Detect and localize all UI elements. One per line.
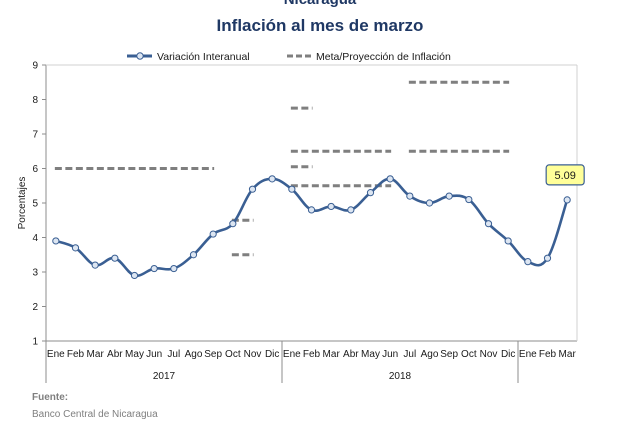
data-point: [111, 254, 119, 262]
x-tick-label: Nov: [480, 349, 498, 360]
y-tick-label: 3: [32, 268, 38, 279]
y-axis-label: Porcentajes: [17, 177, 28, 230]
x-tick-label: Ene: [47, 349, 65, 360]
data-point: [209, 230, 217, 238]
x-tick-label: Sep: [440, 349, 458, 360]
data-point: [543, 254, 552, 262]
data-point: [130, 271, 139, 280]
data-point: [307, 206, 316, 214]
data-point: [524, 258, 532, 266]
x-tick-label: Dic: [501, 349, 515, 360]
x-tick-label: Nov: [244, 349, 262, 360]
y-tick-label: 4: [32, 233, 38, 244]
data-point: [504, 237, 512, 245]
x-axis: Ene Feb Mar Abr May Jun Jul Ago Sep Oct Nov Dic Ene F…: [45, 341, 577, 383]
y-tick-label: 5: [32, 199, 38, 210]
x-tick-label: Feb: [303, 349, 321, 360]
data-point: [248, 185, 257, 193]
x-tick-label: Sep: [204, 349, 222, 360]
x-tick-label: Mar: [323, 349, 341, 360]
x-tick-label: Jul: [167, 349, 180, 360]
y-tick-label: 8: [32, 95, 38, 106]
x-tick-label: Ago: [185, 349, 203, 360]
x-tick-label: Mar: [87, 349, 105, 360]
y-tick-label: 6: [32, 164, 38, 175]
data-point: [327, 202, 335, 211]
data-point: [288, 185, 296, 193]
year-label: 2018: [389, 371, 412, 382]
x-tick-label: Jun: [382, 349, 398, 360]
y-tick-label: 7: [32, 130, 38, 141]
y-tick-label: 9: [32, 61, 38, 72]
legend-label-meta: Meta/Proyección de Inflación: [316, 51, 451, 63]
data-point: [366, 189, 375, 197]
data-point: [425, 199, 434, 207]
data-point: [170, 264, 178, 273]
y-tick-label: 2: [32, 302, 38, 313]
callout-value: 5.09: [554, 170, 575, 182]
meta-segments: [54, 80, 510, 257]
x-tick-label: Jul: [403, 349, 416, 360]
callout-box: [545, 164, 585, 186]
x-tick-label: Mar: [559, 349, 577, 360]
x-tick-label: Oct: [225, 349, 241, 360]
axes: 1 2 3 4 5 6 7 8 9: [32, 61, 578, 348]
data-point: [406, 192, 414, 200]
x-tick-label: Oct: [461, 349, 477, 360]
data-point: [484, 220, 493, 228]
x-tick-label: Ene: [519, 349, 537, 360]
legend-label-variacion: Variación Interanual: [157, 51, 250, 63]
annotation-callout: 5.09: [545, 164, 585, 186]
x-tick-label: Abr: [343, 349, 359, 360]
x-tick-label: Dic: [265, 349, 279, 360]
data-point: [465, 195, 473, 204]
data-point: [268, 175, 276, 183]
chart-title: Nicaragua: [284, 0, 357, 8]
source-label: Fuente:: [32, 392, 69, 403]
x-tick-label: May: [125, 349, 144, 360]
data-point: [189, 251, 198, 259]
y-tick-label: 1: [32, 337, 38, 348]
x-tick-label: Jun: [146, 349, 162, 360]
data-point: [445, 192, 453, 200]
data-point: [71, 244, 80, 252]
year-label: 2017: [153, 371, 176, 382]
legend: Variación Interanual Meta/Proyección de …: [127, 51, 451, 63]
data-point: [52, 237, 60, 245]
chart-subtitle: Inflación al mes de marzo: [217, 16, 424, 35]
x-tick-label: Ene: [283, 349, 301, 360]
series-variacion: [52, 175, 571, 280]
x-tick-label: May: [361, 349, 380, 360]
data-point: [563, 196, 571, 204]
legend-marker-swatch: [136, 52, 144, 60]
data-point: [386, 175, 394, 183]
data-point: [91, 261, 99, 269]
x-tick-label: Ago: [421, 349, 439, 360]
x-tick-label: Feb: [67, 349, 85, 360]
x-tick-label: Abr: [107, 349, 123, 360]
series-line: [55, 177, 569, 278]
data-point: [150, 264, 158, 273]
data-point: [229, 220, 237, 228]
data-point: [347, 206, 355, 214]
source-text: Banco Central de Nicaragua: [32, 409, 158, 420]
x-tick-label: Feb: [539, 349, 557, 360]
